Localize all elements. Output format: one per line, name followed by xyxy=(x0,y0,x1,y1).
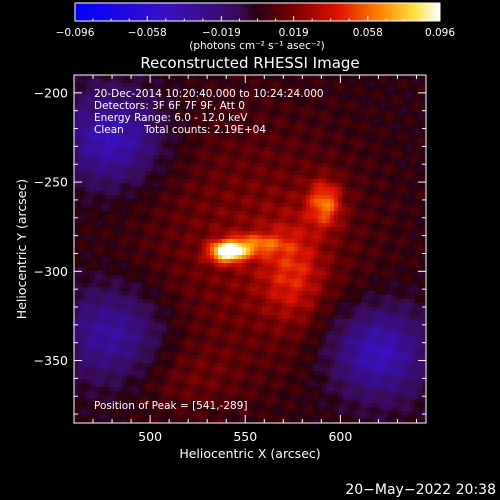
x-axis-label: Heliocentric X (arcsec) xyxy=(179,446,320,461)
colorbar-tick-label: 0.019 xyxy=(279,27,309,39)
y-tick-label: −250 xyxy=(34,175,68,190)
colorbar: −0.096 −0.058 −0.019 0.019 0.058 0.096 (photo… xyxy=(56,2,455,52)
annotation-method: Clean xyxy=(94,124,124,136)
colorbar-tick-label: −0.096 xyxy=(56,27,95,39)
x-tick-label: 500 xyxy=(138,429,162,444)
plot-frame xyxy=(73,74,427,424)
colorbar-tick-label: 0.096 xyxy=(425,27,455,39)
annotation-detectors: Detectors: 3F 6F 7F 9F, Att 0 xyxy=(94,100,245,112)
colorbar-tick-label: −0.019 xyxy=(202,27,241,39)
colorbar-tick-label: −0.058 xyxy=(128,27,167,39)
x-tick-label: 600 xyxy=(328,429,352,444)
annotation-peak: Position of Peak = [541,-289] xyxy=(94,400,248,412)
colorbar-units-label: (photons cm⁻² s⁻¹ asec⁻²) xyxy=(189,40,324,52)
x-tick-label: 550 xyxy=(233,429,257,444)
y-axis-label: Heliocentric Y (arcsec) xyxy=(14,179,29,319)
y-tick-label: −350 xyxy=(34,353,68,368)
annotation-counts: Total counts: 2.19E+04 xyxy=(143,124,266,136)
footer-date: 20−May−2022 20:38 xyxy=(345,482,496,498)
axis-ticks: 500 550 600 −200 −250 −300 −350 xyxy=(34,74,426,444)
annotation-time-range: 20-Dec-2014 10:20:40.000 to 10:24:24.000 xyxy=(94,88,324,100)
annotation-energy: Energy Range: 6.0 - 12.0 keV xyxy=(94,112,248,124)
plot-area: 500 550 600 −200 −250 −300 −350 xyxy=(34,74,427,444)
chart-title: Reconstructed RHESSI Image xyxy=(140,54,359,72)
colorbar-tick-label: 0.058 xyxy=(353,27,383,39)
y-tick-label: −200 xyxy=(34,85,68,100)
heatmap-image xyxy=(74,75,427,424)
y-tick-label: −300 xyxy=(34,264,68,279)
colorbar-ticks: −0.096 −0.058 −0.019 0.019 0.058 0.096 xyxy=(56,16,455,39)
colorbar-fill xyxy=(74,2,441,22)
